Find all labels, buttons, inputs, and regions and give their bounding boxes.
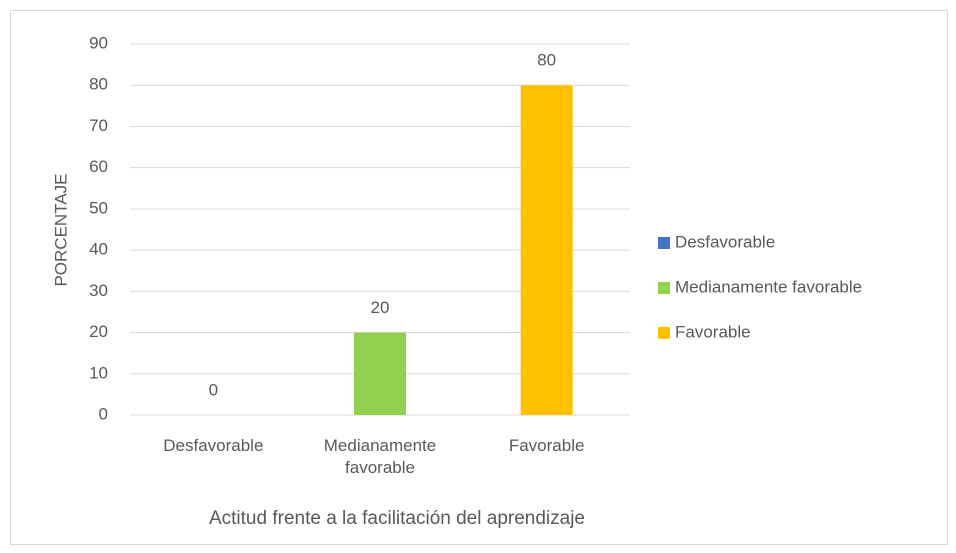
y-tick-label: 40 (89, 240, 108, 259)
bar (354, 332, 406, 415)
y-tick-label: 60 (89, 157, 108, 176)
y-tick-label: 0 (99, 404, 108, 423)
y-axis-title: PORCENTAJE (51, 173, 70, 286)
x-axis-title: Actitud frente a la facilitación del apr… (209, 508, 585, 529)
y-tick-label: 90 (89, 33, 108, 52)
chart-border (10, 10, 948, 545)
x-tick-label: Medianamente favorable (323, 436, 437, 477)
legend-label: Desfavorable (675, 232, 775, 251)
x-tick-label: Desfavorable (163, 436, 264, 455)
data-label: 0 (209, 380, 218, 399)
legend-label: Medianamente favorable (675, 277, 862, 296)
y-tick-label: 80 (89, 75, 108, 94)
legend-label: Favorable (675, 322, 751, 341)
data-label: 20 (371, 298, 390, 317)
data-label: 80 (537, 51, 556, 70)
y-tick-label: 10 (89, 363, 108, 382)
y-tick-label: 50 (89, 198, 108, 217)
legend-swatch (658, 327, 670, 339)
bar (520, 85, 573, 415)
x-tick-label-box: Desfavorable (163, 436, 264, 455)
y-tick-label: 20 (89, 322, 108, 341)
y-tick-label: 30 (89, 281, 108, 300)
x-tick-label-box: Medianamente favorable (323, 436, 437, 477)
x-tick-label: Favorable (508, 436, 585, 455)
x-tick-label-box: Favorable (508, 436, 585, 455)
y-tick-label: 70 (89, 116, 108, 135)
legend-swatch (658, 282, 670, 294)
legend-swatch (658, 237, 670, 249)
